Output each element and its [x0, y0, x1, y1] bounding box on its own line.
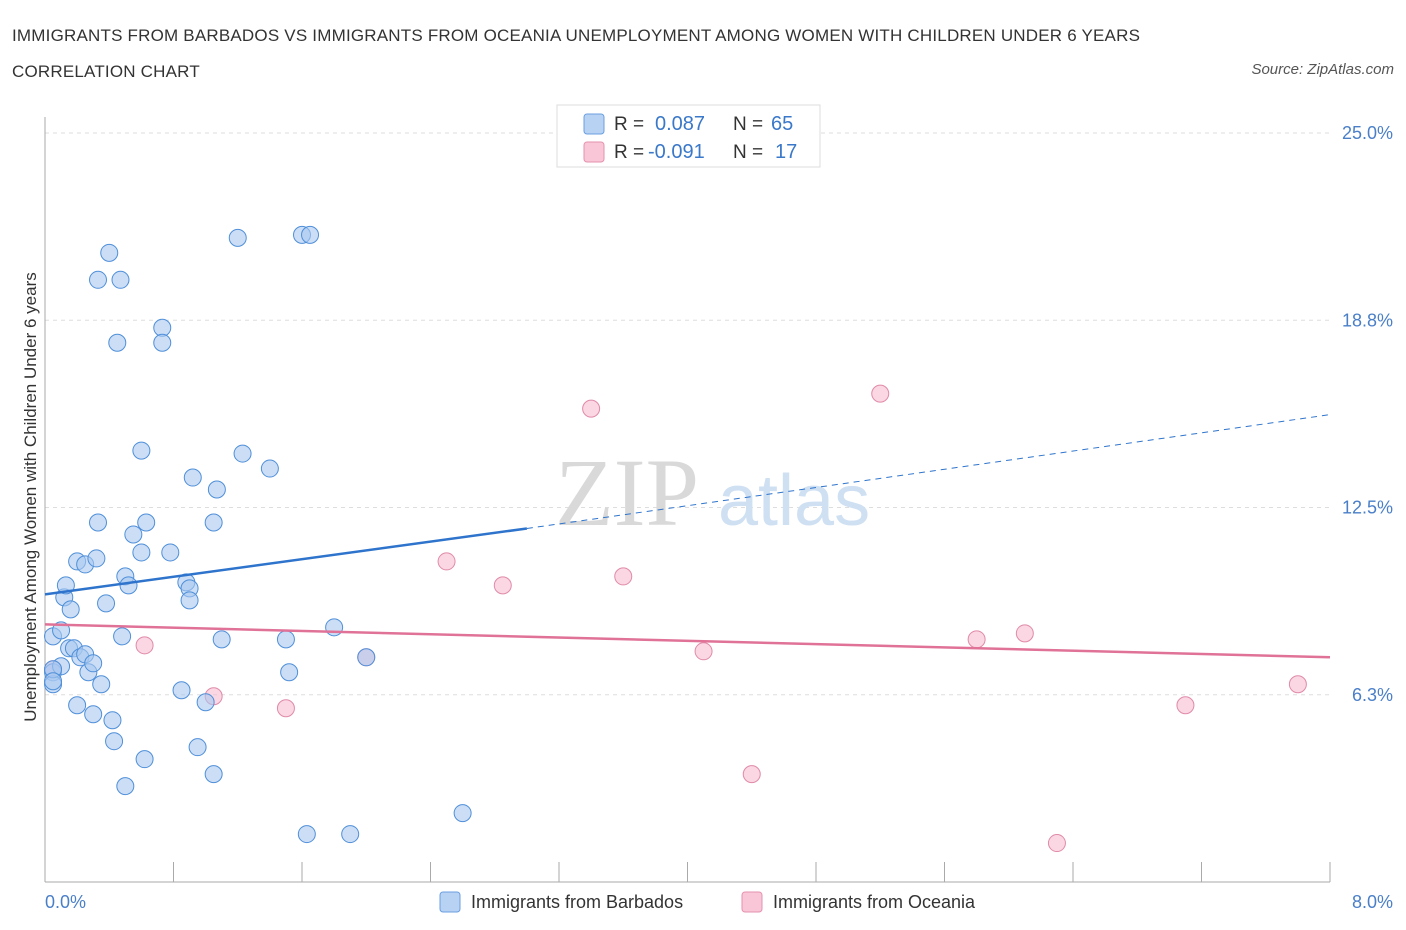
oceania-points [44, 384, 1307, 853]
grid-lines [45, 132, 1330, 696]
y-tick-label-1: 12.5% [1342, 498, 1393, 518]
series-legend-label-oceania: Immigrants from Oceania [773, 892, 976, 912]
barbados-point-34 [132, 441, 151, 460]
oceania-point-1 [135, 636, 154, 655]
barbados-point-32 [124, 525, 143, 544]
oceania-point-5 [437, 552, 456, 571]
barbados-points [44, 225, 472, 844]
watermark-atlas: atlas [718, 461, 870, 541]
oceania-point-3 [276, 699, 295, 718]
barbados-point-22 [97, 594, 116, 613]
barbados-point-36 [137, 513, 156, 532]
barbados-point-18 [87, 549, 106, 568]
barbados-point-51 [228, 228, 247, 247]
barbados-point-57 [297, 825, 316, 844]
legend-n-value-oceania: 17 [775, 141, 797, 163]
barbados-point-53 [260, 459, 279, 478]
watermark: ZIP atlas [555, 439, 870, 546]
axes [44, 117, 1331, 883]
barbados-trend-line-extension [526, 414, 1331, 529]
legend-r-label-oceania: R = [614, 142, 644, 163]
barbados-point-20 [89, 270, 108, 289]
watermark-zip: ZIP [555, 439, 699, 546]
barbados-point-45 [188, 738, 207, 757]
legend-n-label-oceania: N = [733, 142, 763, 163]
legend-r-value-barbados: 0.087 [655, 113, 705, 135]
series-legend-label-barbados: Immigrants from Barbados [471, 892, 683, 912]
barbados-point-8 [61, 600, 80, 619]
barbados-point-52 [233, 444, 252, 463]
barbados-point-46 [196, 693, 215, 712]
oceania-point-10 [742, 765, 761, 784]
oceania-point-12 [967, 630, 986, 649]
correlation-legend: R = 0.087 N = 65 R = -0.091 N = 17 [556, 104, 821, 168]
oceania-point-13 [1015, 624, 1034, 643]
series-legend-swatch-oceania [741, 891, 763, 913]
barbados-point-33 [132, 543, 151, 562]
oceania-point-11 [871, 384, 890, 403]
y-tick-label-2: 18.8% [1342, 310, 1393, 330]
barbados-point-24 [103, 711, 122, 730]
barbados-point-49 [207, 480, 226, 499]
barbados-point-59 [325, 618, 344, 637]
y-axis-title: Unemployment Among Women with Children U… [21, 272, 40, 721]
barbados-point-31 [119, 576, 138, 595]
oceania-point-6 [493, 576, 512, 595]
oceania-point-7 [582, 399, 601, 418]
barbados-point-44 [183, 468, 202, 487]
barbados-point-10 [68, 696, 87, 715]
barbados-point-58 [301, 225, 320, 244]
legend-r-value-oceania: -0.091 [648, 141, 705, 163]
barbados-point-62 [453, 804, 472, 823]
y-tick-label-3: 25.0% [1342, 123, 1393, 143]
barbados-point-37 [153, 318, 172, 337]
legend-swatch-barbados [583, 113, 605, 135]
trend-lines [44, 414, 1331, 659]
barbados-point-23 [100, 243, 119, 262]
x-tick-label-0: 0.0% [45, 892, 86, 912]
barbados-trend-line [44, 527, 528, 596]
barbados-point-64 [44, 672, 63, 691]
oceania-point-14 [1047, 834, 1066, 853]
barbados-point-61 [357, 648, 376, 667]
barbados-point-17 [84, 705, 103, 724]
barbados-point-35 [135, 750, 154, 769]
barbados-point-26 [108, 333, 127, 352]
legend-n-label-barbados: N = [733, 114, 763, 135]
oceania-point-15 [1176, 696, 1195, 715]
x-tick-label-1: 8.0% [1352, 892, 1393, 912]
barbados-point-50 [212, 630, 231, 649]
tick-labels: 6.3% 12.5% 18.8% 25.0% 0.0% 8.0% [45, 123, 1393, 912]
barbados-point-55 [280, 663, 299, 682]
legend-n-value-barbados: 65 [771, 113, 793, 135]
chart-source: Source: ZipAtlas.com [1251, 61, 1394, 78]
series-legend-swatch-barbados [439, 891, 461, 913]
legend-r-label-barbados: R = [614, 114, 644, 135]
barbados-point-38 [153, 333, 172, 352]
y-tick-label-0: 6.3% [1352, 685, 1393, 705]
oceania-point-16 [1288, 675, 1307, 694]
barbados-point-48 [204, 513, 223, 532]
barbados-point-54 [276, 630, 295, 649]
barbados-point-43 [180, 591, 199, 610]
barbados-point-16 [84, 654, 103, 673]
oceania-point-9 [694, 642, 713, 661]
barbados-point-29 [116, 777, 135, 796]
barbados-point-19 [89, 513, 108, 532]
barbados-point-25 [105, 732, 124, 751]
legend-swatch-oceania [583, 141, 605, 163]
barbados-point-39 [161, 543, 180, 562]
oceania-point-8 [614, 567, 633, 586]
chart-title: IMMIGRANTS FROM BARBADOS VS IMMIGRANTS F… [12, 26, 1141, 81]
barbados-point-21 [92, 675, 111, 694]
barbados-point-40 [172, 681, 191, 700]
barbados-point-60 [341, 825, 360, 844]
series-legend: Immigrants from Barbados Immigrants from… [439, 891, 976, 913]
barbados-point-28 [113, 627, 132, 646]
barbados-point-47 [204, 765, 223, 784]
barbados-point-27 [111, 270, 130, 289]
barbados-point-6 [56, 576, 75, 595]
oceania-trend-line [44, 623, 1331, 659]
